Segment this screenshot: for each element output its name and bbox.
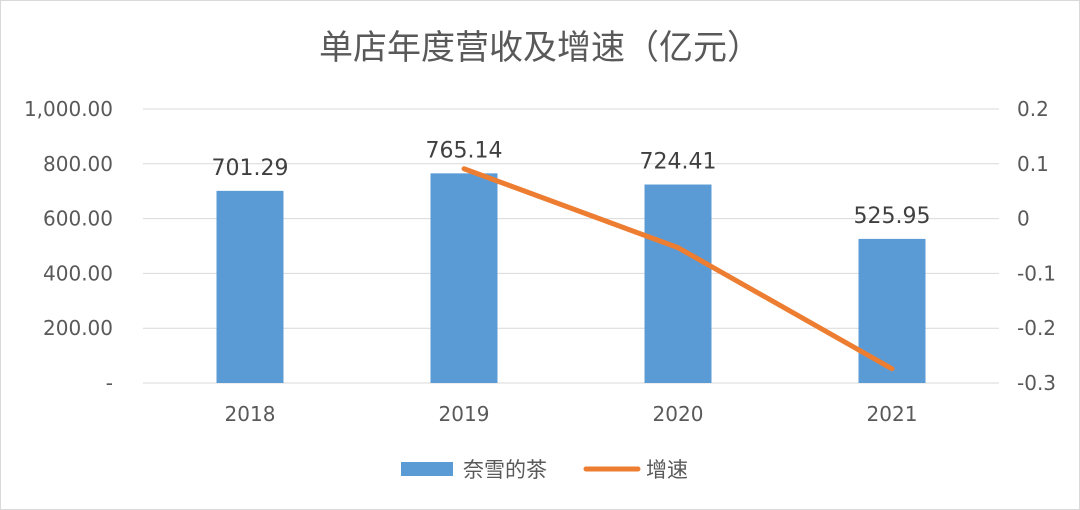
- y-right-tick-label: -0.1: [1017, 261, 1056, 285]
- axes: - 200.00 400.00 600.00 800.00 1,000.00 -0.3 -0.…: [24, 97, 1056, 426]
- legend: 奈雪的茶 增速: [401, 458, 688, 482]
- y-left-tick-label: 800.00: [43, 152, 113, 176]
- bar-data-label: 701.29: [212, 156, 289, 181]
- y-left-tick-label: 1,000.00: [24, 97, 113, 121]
- bar: [858, 238, 926, 383]
- bar: [644, 184, 712, 383]
- bar-series: [216, 173, 926, 383]
- growth-line: [461, 166, 895, 372]
- bar: [430, 173, 498, 383]
- x-tick-label: 2020: [653, 402, 704, 426]
- y-left-tick-label: -: [106, 371, 113, 395]
- x-tick-label: 2021: [867, 402, 918, 426]
- legend-label: 奈雪的茶: [463, 458, 547, 482]
- bar-data-label: 765.14: [426, 138, 503, 163]
- chart-title: 单店年度营收及增速（亿元）: [319, 28, 761, 68]
- bar-data-label: 724.41: [640, 150, 717, 175]
- bar-data-label: 525.95: [854, 204, 931, 229]
- bar: [216, 190, 284, 383]
- y-right-tick-label: 0.2: [1017, 97, 1049, 121]
- y-left-tick-label: 200.00: [43, 316, 113, 340]
- y-right-tick-label: -0.3: [1017, 371, 1056, 395]
- y-right-tick-label: 0: [1017, 207, 1030, 231]
- y-left-tick-label: 400.00: [43, 261, 113, 285]
- legend-label: 增速: [646, 458, 688, 482]
- line-series: [461, 166, 895, 372]
- data-labels: 701.29 765.14 724.41 525.95: [212, 138, 931, 229]
- legend-swatch-bar: [401, 462, 453, 476]
- gridlines: [143, 108, 999, 384]
- x-tick-label: 2018: [225, 402, 276, 426]
- y-right-tick-label: 0.1: [1017, 152, 1049, 176]
- y-left-tick-label: 600.00: [43, 207, 113, 231]
- x-tick-label: 2019: [439, 402, 490, 426]
- y-right-tick-label: -0.2: [1017, 316, 1056, 340]
